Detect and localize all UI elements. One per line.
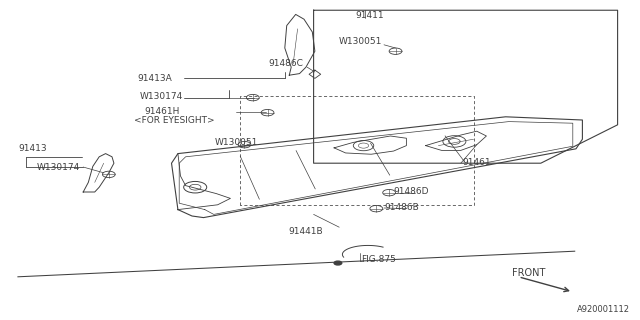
Text: 91486C: 91486C xyxy=(269,60,303,68)
Text: <FOR EYESIGHT>: <FOR EYESIGHT> xyxy=(134,116,215,125)
Text: W130051: W130051 xyxy=(214,138,258,147)
Text: W130174: W130174 xyxy=(140,92,183,101)
Text: 91486D: 91486D xyxy=(393,188,428,196)
Text: 91441B: 91441B xyxy=(288,227,323,236)
Text: 91413: 91413 xyxy=(18,144,47,153)
Text: FRONT: FRONT xyxy=(512,268,545,278)
Text: FIG.875: FIG.875 xyxy=(362,255,396,264)
Circle shape xyxy=(334,261,342,265)
Text: 91411: 91411 xyxy=(355,11,384,20)
Text: 91413A: 91413A xyxy=(138,74,172,83)
Text: W130174: W130174 xyxy=(37,163,81,172)
Text: 91486B: 91486B xyxy=(384,204,419,212)
Text: A920001112: A920001112 xyxy=(577,305,630,314)
Text: 91461H: 91461H xyxy=(144,107,179,116)
Text: W130051: W130051 xyxy=(339,37,383,46)
Text: 91461: 91461 xyxy=(462,158,491,167)
